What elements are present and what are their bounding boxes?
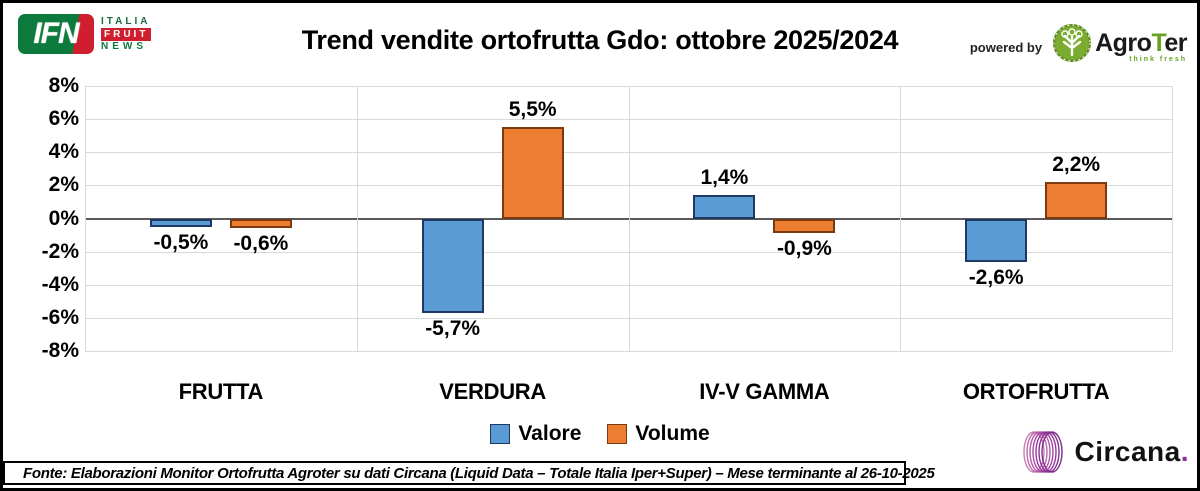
legend-valore-label: Valore (518, 422, 582, 445)
valore-swatch-icon (490, 424, 511, 444)
bar-value-label: -0,9% (776, 237, 832, 261)
bar-value-label: -0,5% (153, 230, 209, 254)
circana-logo: Circana. (1021, 428, 1190, 476)
powered-by-block: powered by AgroTer think fresh (970, 23, 1187, 63)
agroter-logo: AgroTer think fresh (1052, 23, 1187, 63)
group-separator-line (85, 86, 86, 351)
circana-wordmark: Circana. (1074, 436, 1189, 467)
category-label-verdura: VERDURA (439, 379, 546, 404)
gridline (85, 185, 1172, 187)
chart-title: Trend vendite ortofrutta Gdo: ottobre 20… (301, 25, 899, 55)
chart-legend: Valore Volume (3, 422, 1197, 446)
y-tick-label: 0% (48, 206, 79, 230)
ifn-news-label: NEWS (101, 41, 147, 52)
category-label-frutta: FRUTTA (178, 379, 264, 404)
bar-volume-iv-v gamma (773, 218, 836, 234)
y-axis-labels: 8% 6% 4% 2% 0% -2% -4% -6% -8% (3, 3, 79, 363)
legend-item-valore: Valore (490, 422, 581, 446)
ifn-italia-label: ITALIA (101, 16, 151, 27)
y-tick-label: -8% (41, 339, 79, 362)
bar-value-label: -2,6% (968, 265, 1024, 289)
ifn-fruit-label: FRUIT (101, 27, 152, 41)
gridline (85, 152, 1172, 154)
zero-gridline (85, 217, 1172, 220)
bar-valore-verdura (421, 218, 484, 313)
y-tick-label: -4% (41, 272, 79, 296)
agroter-name: AgroTer (1095, 29, 1187, 57)
gridline (85, 86, 1172, 87)
source-note: Fonte: Elaborazioni Monitor Ortofrutta A… (23, 464, 935, 482)
ifn-logo-text: ITALIA FRUIT NEWS (101, 14, 152, 54)
y-tick-label: -2% (41, 239, 79, 263)
gridline (85, 317, 1172, 319)
y-tick-label: 4% (48, 140, 79, 164)
group-separator-line (357, 86, 358, 351)
bar-valore-frutta (149, 218, 212, 227)
ifn-logo: IFN ITALIA FRUIT NEWS (18, 14, 152, 54)
bar-value-label: 5,5% (508, 98, 557, 122)
legend-item-volume: Volume (607, 422, 710, 446)
y-tick-label: 6% (48, 107, 79, 131)
plot-area: -0,5% -0,6% -5,7% 5,5% 1,4% -0,9% -2,6% 2,2% (85, 86, 1173, 352)
agroter-wordmark: AgroTer think fresh (1095, 29, 1187, 63)
circana-rings-icon (1022, 431, 1063, 473)
category-label-iv-v gamma: IV-V GAMMA (699, 379, 830, 404)
source-note-box: Fonte: Elaborazioni Monitor Ortofrutta A… (3, 461, 935, 485)
group-separator-line (629, 86, 630, 351)
legend-volume-label: Volume (635, 422, 710, 445)
y-tick-label: 2% (48, 173, 79, 197)
x-axis-category-labels: FRUTTA VERDURA IV-V GAMMA ORTOFRUTTA (85, 379, 1172, 405)
y-tick-label: -6% (41, 305, 79, 329)
bar-value-label: 1,4% (700, 166, 749, 190)
bar-volume-ortofrutta (1045, 182, 1108, 219)
bar-value-label: 2,2% (1052, 153, 1101, 177)
bar-valore-ortofrutta (965, 218, 1028, 262)
ifn-badge-icon: IFN (18, 14, 94, 54)
gridline (85, 119, 1172, 121)
gridline (85, 251, 1172, 253)
agroter-tagline: think fresh (1129, 56, 1187, 63)
category-label-ortofrutta: ORTOFRUTTA (962, 379, 1110, 404)
group-separator-line (1172, 86, 1173, 351)
gridline (85, 284, 1172, 286)
y-tick-label: 8% (48, 74, 79, 97)
bar-volume-verdura (501, 127, 564, 219)
powered-by-label: powered by (969, 39, 1043, 55)
group-separator-line (900, 86, 901, 351)
bar-value-label: -0,6% (233, 232, 289, 256)
gridline (85, 351, 1172, 352)
volume-swatch-icon (607, 424, 628, 444)
bar-valore-iv-v gamma (693, 195, 756, 219)
agroter-tree-icon (1053, 24, 1092, 62)
bar-value-label: -5,7% (425, 316, 481, 340)
bar-volume-frutta (229, 218, 292, 229)
